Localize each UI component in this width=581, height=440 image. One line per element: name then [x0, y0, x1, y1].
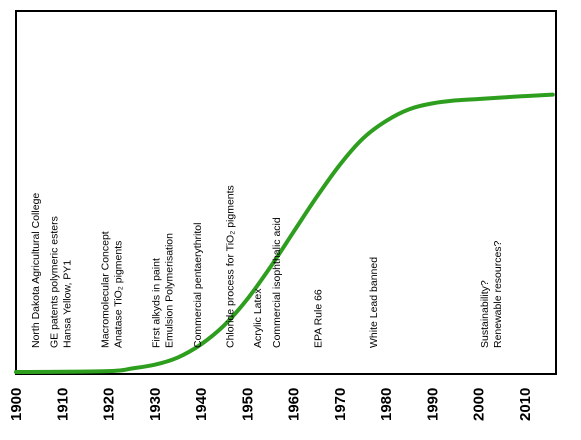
x-tick-label: 1970 — [332, 388, 349, 421]
milestone-annotation: Commercial isophthalic acid — [271, 217, 283, 348]
milestone-label: Renewable resources? — [492, 240, 504, 348]
milestone-annotation: Acrylic Latex — [252, 288, 264, 348]
x-tick-label: 1950 — [239, 388, 256, 421]
x-tick-label: 1920 — [101, 388, 118, 421]
milestone-annotation: First alkyds in paint Emulsion Polymerisa… — [150, 233, 175, 348]
milestone-annotation: Sustainability? Renewable resources? — [479, 240, 504, 348]
milestone-label: Anatase TiO₂ pigments — [113, 241, 125, 348]
x-tick-label: 1990 — [425, 388, 442, 421]
milestone-label: Acrylic Latex — [252, 288, 264, 348]
plot-frame — [15, 10, 557, 375]
x-tick-label: 1940 — [193, 388, 210, 421]
curve-layer — [14, 92, 555, 374]
adoption-curve — [14, 92, 555, 374]
milestone-label: Hansa Yellow, PY1 — [62, 260, 74, 348]
x-tick-label: 1960 — [286, 388, 303, 421]
milestone-annotation: Macromolecular Concept Anatase TiO₂ pigme… — [100, 231, 125, 348]
milestone-annotation: North Dakota Agricultural College — [30, 193, 42, 348]
milestone-label: Sustainability? — [479, 280, 491, 348]
x-tick-label: 2000 — [471, 388, 488, 421]
milestone-label: First alkyds in paint — [150, 258, 162, 348]
milestone-label: Macromolecular Concept — [100, 231, 112, 348]
milestone-annotation: Commercial pentaerythritol — [192, 223, 204, 348]
milestone-label: Emulsion Polymerisation — [163, 233, 175, 348]
milestone-annotation: GE patents polymeric esters Hansa Yellow,… — [49, 216, 74, 348]
milestone-label: Commercial pentaerythritol — [192, 223, 204, 348]
milestone-label: Chloride process for TiO₂ pigments — [225, 185, 237, 348]
x-tick-label: 2010 — [517, 388, 534, 421]
milestone-label: GE patents polymeric esters — [49, 216, 61, 348]
annotations: North Dakota Agricultural College GE pate… — [30, 185, 504, 348]
milestone-annotation: Chloride process for TiO₂ pigments — [225, 185, 237, 348]
milestone-annotation: EPA Rule 66 — [312, 289, 324, 348]
x-axis-ticks: 1900 1910 1920 1930 1940 1950 1960 1970 1980 1990… — [8, 388, 534, 421]
milestone-annotation: White Lead banned — [368, 257, 380, 348]
x-tick-label: 1910 — [54, 388, 71, 421]
milestone-label: White Lead banned — [368, 257, 380, 348]
x-tick-label: 1980 — [378, 388, 395, 421]
x-tick-label: 1900 — [8, 388, 25, 421]
milestone-label: EPA Rule 66 — [312, 289, 324, 348]
milestone-label: Commercial isophthalic acid — [271, 217, 283, 348]
milestone-label: North Dakota Agricultural College — [30, 193, 42, 348]
x-tick-label: 1930 — [147, 388, 164, 421]
